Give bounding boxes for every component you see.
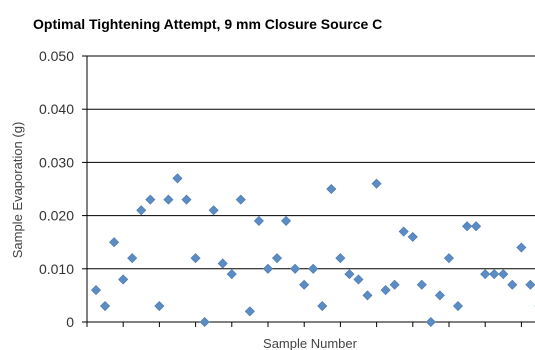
data-point	[90, 285, 102, 296]
data-point	[525, 279, 535, 290]
data-point	[326, 183, 337, 195]
data-point	[253, 215, 264, 226]
data-point	[100, 301, 111, 312]
x-axis-title: Sample Number	[263, 336, 358, 350]
y-tick-label: 0.020	[39, 208, 74, 224]
data-point	[452, 301, 464, 312]
data-point	[308, 263, 319, 274]
data-point	[181, 194, 192, 205]
data-point	[136, 205, 147, 216]
data-point	[371, 178, 382, 189]
data-point	[344, 269, 355, 280]
data-point	[271, 253, 283, 264]
data-point	[190, 253, 201, 264]
data-point	[471, 221, 482, 232]
data-point	[299, 279, 310, 290]
data-point	[434, 290, 445, 301]
data-point	[163, 194, 174, 205]
data-point	[154, 301, 165, 312]
data-point	[127, 253, 138, 264]
data-point	[145, 194, 156, 205]
data-point	[317, 301, 328, 312]
data-point	[109, 237, 120, 248]
data-point	[498, 269, 509, 280]
data-point	[480, 269, 491, 280]
data-points	[90, 173, 535, 328]
y-tick-label: 0.040	[39, 101, 74, 117]
data-point	[226, 269, 237, 280]
data-point	[199, 316, 210, 328]
data-point	[118, 274, 129, 285]
chart-title: Optimal Tightening Attempt, 9 mm Closure…	[33, 16, 382, 32]
y-tick-label: 0	[66, 314, 74, 330]
y-tick-label: 0.050	[39, 48, 74, 64]
data-point	[290, 263, 301, 274]
y-axis-title: Sample Evaporation (g)	[10, 122, 25, 259]
data-point	[262, 263, 273, 274]
data-point	[380, 285, 391, 296]
data-point	[416, 279, 427, 290]
y-tick-label: 0.030	[39, 154, 74, 170]
y-tick-label: 0.010	[39, 261, 74, 277]
data-point	[389, 279, 400, 290]
data-point	[335, 253, 346, 264]
data-point	[425, 316, 436, 328]
gridlines	[87, 55, 535, 270]
y-tick-labels: 0 0.010 0.020 0.030 0.040 0.050	[39, 48, 74, 330]
data-point	[443, 253, 454, 264]
data-point	[353, 274, 364, 285]
data-point	[172, 173, 183, 184]
data-point	[398, 226, 409, 237]
data-point	[244, 306, 255, 317]
data-point	[489, 269, 500, 280]
data-point	[217, 258, 228, 269]
data-point	[516, 242, 527, 253]
axes	[82, 55, 535, 327]
data-point	[362, 290, 373, 301]
data-point	[235, 194, 246, 205]
data-point	[208, 205, 219, 216]
data-point	[407, 231, 418, 242]
data-point	[507, 279, 518, 290]
data-point	[281, 215, 292, 226]
data-point	[462, 221, 473, 232]
